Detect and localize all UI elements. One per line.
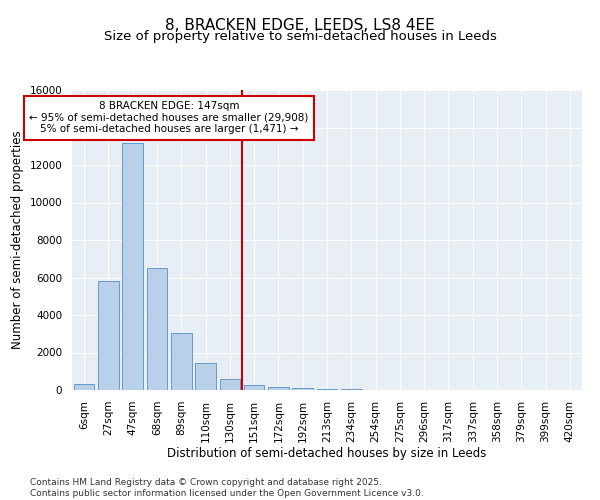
Bar	[244, 385, 265, 390]
Bar	[146, 268, 167, 390]
Bar	[292, 388, 313, 390]
Text: Size of property relative to semi-detached houses in Leeds: Size of property relative to semi-detach…	[104, 30, 496, 43]
Text: 8 BRACKEN EDGE: 147sqm
← 95% of semi-detached houses are smaller (29,908)
5% of : 8 BRACKEN EDGE: 147sqm ← 95% of semi-det…	[29, 101, 309, 134]
Text: 8, BRACKEN EDGE, LEEDS, LS8 4EE: 8, BRACKEN EDGE, LEEDS, LS8 4EE	[165, 18, 435, 32]
Bar	[317, 388, 337, 390]
Bar	[195, 363, 216, 390]
Bar	[74, 384, 94, 390]
Bar	[268, 386, 289, 390]
Bar	[122, 142, 143, 390]
Bar	[98, 281, 119, 390]
Text: Contains HM Land Registry data © Crown copyright and database right 2025.
Contai: Contains HM Land Registry data © Crown c…	[30, 478, 424, 498]
Bar	[220, 379, 240, 390]
X-axis label: Distribution of semi-detached houses by size in Leeds: Distribution of semi-detached houses by …	[167, 448, 487, 460]
Y-axis label: Number of semi-detached properties: Number of semi-detached properties	[11, 130, 24, 350]
Bar	[171, 333, 191, 390]
